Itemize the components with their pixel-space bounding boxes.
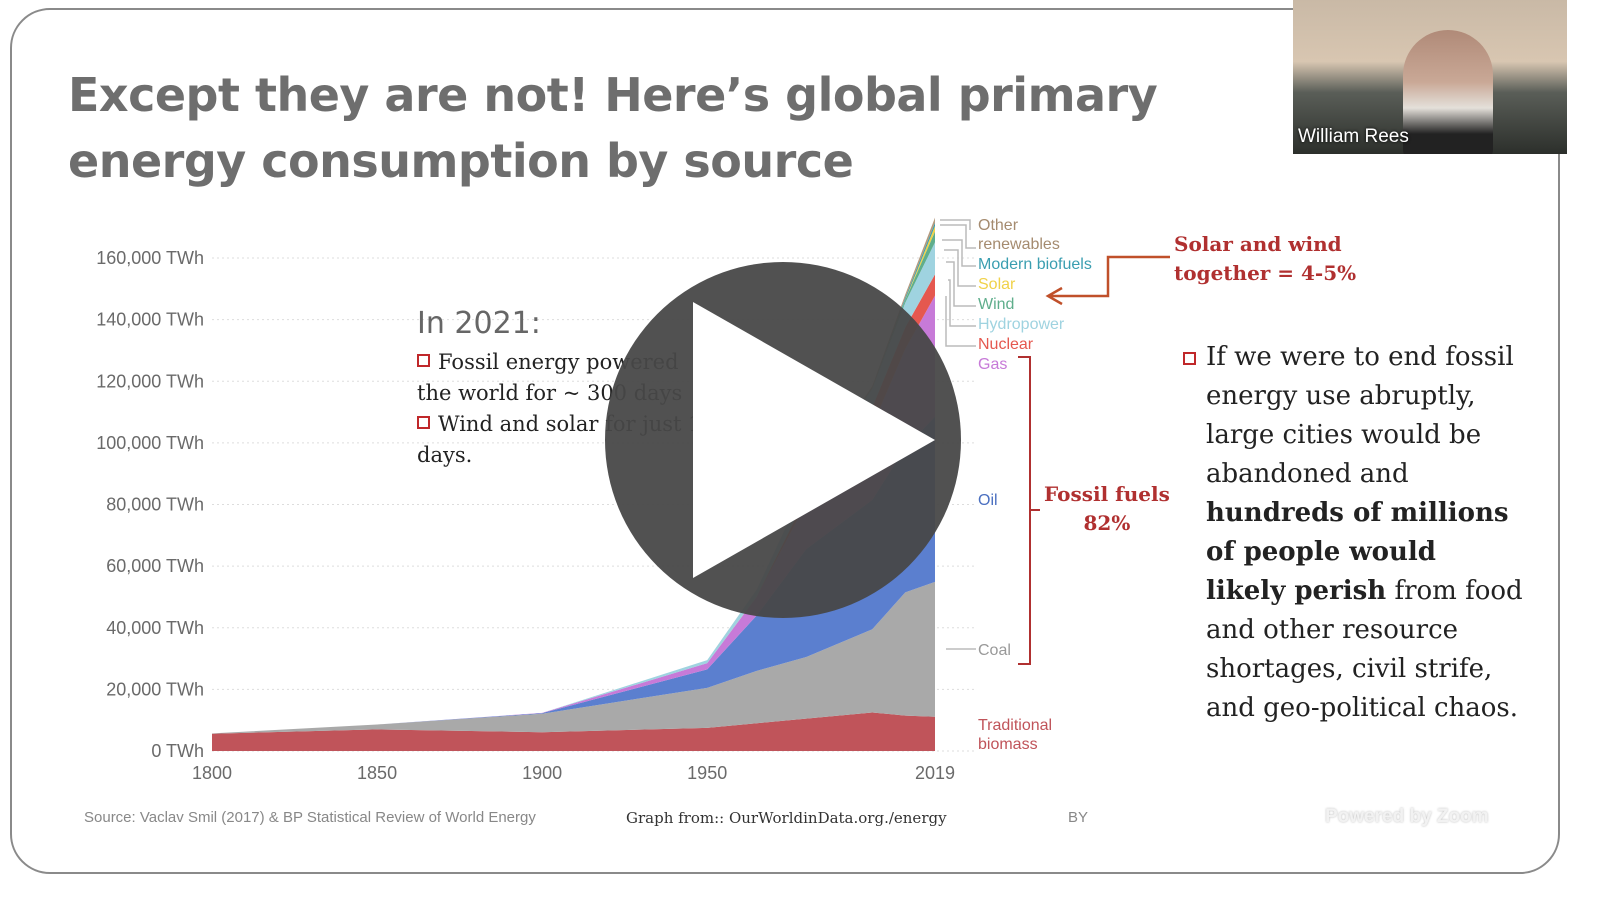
callout-line: 82%	[1083, 511, 1131, 535]
y-tick-label: 140,000 TWh	[96, 310, 204, 330]
participant-name: William Rees	[1298, 126, 1409, 147]
bullet-box-icon	[1183, 352, 1196, 365]
legend-label: Hydropower	[978, 316, 1065, 333]
x-tick-label: 1800	[192, 763, 232, 783]
graph-credit: Graph from:: OurWorldinData.org./energy	[626, 809, 947, 827]
slide-title: Except they are not! Here’s global prima…	[68, 68, 1158, 188]
area-oil	[212, 416, 935, 734]
legend-label: Gas	[978, 356, 1007, 373]
y-tick-label: 40,000 TWh	[106, 618, 204, 638]
participant-video	[1403, 30, 1493, 154]
legend-label: Oil	[978, 492, 998, 509]
y-tick-label: 120,000 TWh	[96, 371, 204, 391]
source-note: Source: Vaclav Smil (2017) & BP Statisti…	[84, 809, 536, 826]
x-tick-label: 1900	[522, 763, 562, 783]
legend-label: Coal	[978, 642, 1011, 659]
area-coal	[212, 581, 935, 734]
legend-label: Other renewables	[978, 217, 1060, 253]
y-tick-label: 80,000 TWh	[106, 495, 204, 515]
right-paragraph: If we were to end fossil energy use abru…	[1183, 338, 1523, 728]
x-tick-label: 1850	[357, 763, 397, 783]
y-tick-label: 60,000 TWh	[106, 556, 204, 576]
y-tick-label: 20,000 TWh	[106, 679, 204, 699]
legend-label: Traditional biomass	[978, 717, 1052, 753]
solar-wind-callout: Solar and wind together = 4-5%	[1174, 230, 1356, 288]
note-heading: In 2021:	[417, 306, 541, 341]
license-text: BY	[1068, 809, 1089, 826]
bullet-box-icon	[417, 354, 430, 367]
play-icon	[693, 302, 935, 578]
x-tick-label: 2019	[915, 763, 955, 783]
legend-label: Nuclear	[978, 336, 1034, 353]
paragraph-text-end: from food and other resource shortages, …	[1206, 576, 1523, 723]
legend-label: Solar	[978, 276, 1016, 293]
legend-label: Wind	[978, 296, 1014, 313]
play-button[interactable]	[605, 262, 961, 618]
area-traditional-biomass	[212, 712, 935, 751]
x-tick-label: 1950	[687, 763, 727, 783]
solar-wind-arrow	[1045, 255, 1170, 306]
callout-line: Fossil fuels	[1044, 482, 1170, 506]
paragraph-text: If we were to end fossil energy use abru…	[1206, 342, 1514, 489]
bullet-box-icon	[417, 416, 430, 429]
y-tick-label: 0 TWh	[151, 741, 204, 761]
callout-line: together = 4-5%	[1174, 261, 1357, 285]
legend-brackets	[940, 219, 976, 650]
webcam-thumbnail[interactable]: William Rees	[1293, 0, 1567, 154]
fossil-bracket	[1018, 356, 1040, 665]
paragraph-bold: hundreds of millions of people would lik…	[1206, 498, 1509, 606]
y-tick-label: 100,000 TWh	[96, 433, 204, 453]
legend-label: Modern biofuels	[978, 256, 1092, 273]
fossil-fuels-callout: Fossil fuels 82%	[1044, 480, 1170, 538]
callout-line: Solar and wind	[1174, 232, 1342, 256]
y-tick-label: 160,000 TWh	[96, 248, 204, 268]
zoom-watermark: Powered by Zoom	[1325, 806, 1489, 827]
